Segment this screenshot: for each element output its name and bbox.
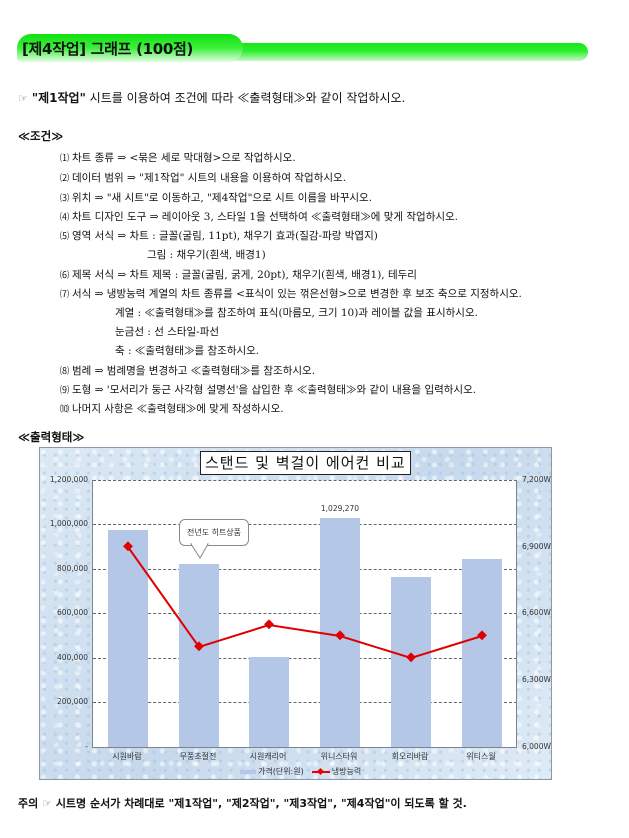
x-label: 위티스월 <box>466 752 496 761</box>
condition-number: ⑵ <box>60 174 70 184</box>
gridline <box>93 658 517 659</box>
line-series-cooling[interactable] <box>93 480 517 747</box>
gridline <box>93 480 517 481</box>
output-heading: ≪출력형태≫ <box>18 430 85 444</box>
condition-subitem: 계열 : ≪출력형태≫를 참조하여 표식(마름모, 크기 10)과 레이블 값을… <box>115 307 478 319</box>
y-tick: 600,000 <box>56 608 88 617</box>
x-label: 시원캐리어 <box>249 752 287 761</box>
chart-title[interactable]: 스탠드 및 벽걸이 에어컨 비교 <box>200 451 411 475</box>
plot-area[interactable]: 1,029,270 <box>92 480 517 748</box>
chart-area[interactable]: 스탠드 및 벽걸이 에어컨 비교 1,200,000 1,000,000 800… <box>39 447 552 780</box>
y-tick: 200,000 <box>56 697 88 706</box>
callout-shape[interactable]: 전년도 히트상품 <box>179 519 249 546</box>
legend-label-price: 가격(단위:원) <box>258 767 304 776</box>
pointing-hand-icon: ☞ <box>42 797 52 810</box>
y2-tick: 7,200W <box>522 475 551 484</box>
intro-text: 시트를 이용하여 조건에 따라 ≪출력형태≫와 같이 작업하시오. <box>85 91 406 105</box>
x-label: 무풍초절전 <box>179 752 217 761</box>
y-tick: 400,000 <box>56 653 88 662</box>
pointing-hand-icon: ☞ <box>18 92 28 105</box>
condition-item: ⑷ 차트 디자인 도구 ⇒ 레이아웃 3, 스타일 1을 선택하여 ≪출력형태≫에… <box>60 209 458 224</box>
condition-item: ⑹ 제목 서식 ⇒ 차트 제목 : 글꼴(굴림, 굵게, 20pt), 채우기(흰… <box>60 267 417 282</box>
condition-number: ⑺ <box>60 290 70 300</box>
condition-item: ⑸ 영역 서식 ⇒ 차트 : 글꼴(굴림, 11pt), 채우기 효과(질감-파랑… <box>60 228 378 243</box>
condition-number: ⑷ <box>60 213 70 223</box>
condition-number: ⑹ <box>60 271 70 281</box>
condition-text: 영역 서식 ⇒ 차트 : 글꼴(굴림, 11pt), 채우기 효과(질감-파랑 … <box>72 230 378 242</box>
legend-line-diamond-icon <box>311 770 330 773</box>
condition-item: ⑽ 나머지 사항은 ≪출력형태≫에 맞게 작성하시오. <box>60 401 284 416</box>
condition-text: 위치 ⇒ "새 시트"로 이동하고, "제4작업"으로 시트 이름을 바꾸시오. <box>72 192 373 204</box>
gridline <box>93 524 517 525</box>
y-tick: 1,200,000 <box>49 475 88 484</box>
condition-subitem: 그림 : 채우기(흰색, 배경1) <box>147 249 266 261</box>
condition-text: 차트 디자인 도구 ⇒ 레이아웃 3, 스타일 1을 선택하여 ≪출력형태≫에 … <box>72 211 459 223</box>
condition-text: 도형 ⇒ '모서리가 둥근 사각형 설명선'을 삽입한 후 ≪출력형태≫와 같이… <box>72 384 477 396</box>
chart-legend[interactable]: 가격(단위:원) 냉방능력 <box>240 766 361 777</box>
bar-price-무풍초절전[interactable] <box>179 564 219 747</box>
condition-item: ⑵ 데이터 범위 ⇒ "제1작업" 시트의 내용을 이용하여 작업하시오. <box>60 170 346 185</box>
secondary-axis <box>516 480 517 747</box>
bar-price-시원캐리어[interactable] <box>249 657 289 747</box>
condition-subitem: 축 : ≪출력형태≫를 참조하시오. <box>115 345 260 357</box>
data-label: 1,029,270 <box>320 504 360 513</box>
x-label: 시원바람 <box>112 752 142 761</box>
legend-bar-swatch-icon <box>240 769 256 774</box>
y2-tick: 6,600W <box>522 608 551 617</box>
condition-subitem: 눈금선 : 선 스타일-파선 <box>115 326 220 338</box>
conditions-heading: ≪조건≫ <box>18 129 64 143</box>
condition-text: 차트 종류 ⇒ <묶은 세로 막대형>으로 작업하시오. <box>72 152 296 164</box>
condition-number: ⑶ <box>60 194 70 204</box>
condition-number: ⑽ <box>60 405 70 415</box>
x-label: 회오리바람 <box>391 752 429 761</box>
y-tick: 800,000 <box>56 564 88 573</box>
gridline <box>93 569 517 570</box>
bar-price-위티스월[interactable] <box>462 559 502 747</box>
gridline <box>93 702 517 703</box>
x-label: 위니스타워 <box>320 752 358 761</box>
y-tick: 1,000,000 <box>49 519 88 528</box>
legend-label-cooling: 냉방능력 <box>331 767 362 776</box>
note-text: 시트명 순서가 차례대로 "제1작업", "제2작업", "제3작업", "제4… <box>55 797 467 810</box>
condition-number: ⑻ <box>60 367 70 377</box>
condition-text: 범례 ⇒ 범례명을 변경하고 ≪출력형태≫를 참조하시오. <box>72 365 316 377</box>
condition-text: 데이터 범위 ⇒ "제1작업" 시트의 내용을 이용하여 작업하시오. <box>72 172 347 184</box>
gridline <box>93 613 517 614</box>
condition-text: 서식 ⇒ 냉방능력 계열의 차트 종류를 <표식이 있는 꺾은선형>으로 변경한… <box>72 288 522 300</box>
sheet-name: "제1작업" <box>31 91 86 105</box>
condition-item: ⑻ 범례 ⇒ 범례명을 변경하고 ≪출력형태≫를 참조하시오. <box>60 363 315 378</box>
header-banner-bar <box>170 43 588 61</box>
y-tick: - <box>85 742 88 751</box>
condition-item: ⑺ 서식 ⇒ 냉방능력 계열의 차트 종류를 <표식이 있는 꺾은선형>으로 변경… <box>60 286 522 301</box>
y2-tick: 6,000W <box>522 742 551 751</box>
callout-tail <box>190 543 209 559</box>
note-prefix: 주의 <box>18 797 39 810</box>
condition-item: ⑶ 위치 ⇒ "새 시트"로 이동하고, "제4작업"으로 시트 이름을 바꾸시오… <box>60 190 372 205</box>
y2-tick: 6,900W <box>522 542 551 551</box>
condition-text: 나머지 사항은 ≪출력형태≫에 맞게 작성하시오. <box>72 403 284 415</box>
condition-number: ⑴ <box>60 154 70 164</box>
header-banner-pill <box>17 34 243 62</box>
y2-tick: 6,300W <box>522 675 551 684</box>
footer-note: 주의 ☞ 시트명 순서가 차례대로 "제1작업", "제2작업", "제3작업"… <box>18 795 467 811</box>
condition-number: ⑸ <box>60 232 70 242</box>
condition-item: ⑴ 차트 종류 ⇒ <묶은 세로 막대형>으로 작업하시오. <box>60 150 296 165</box>
page-title: [제4작업] 그래프 (100점) <box>22 40 194 58</box>
condition-text: 제목 서식 ⇒ 차트 제목 : 글꼴(굴림, 굵게, 20pt), 채우기(흰색… <box>72 269 417 281</box>
condition-number: ⑼ <box>60 386 70 396</box>
condition-item: ⑼ 도형 ⇒ '모서리가 둥근 사각형 설명선'을 삽입한 후 ≪출력형태≫와 같… <box>60 382 476 397</box>
intro-line: ☞ "제1작업" 시트를 이용하여 조건에 따라 ≪출력형태≫와 같이 작업하시오… <box>18 89 405 106</box>
